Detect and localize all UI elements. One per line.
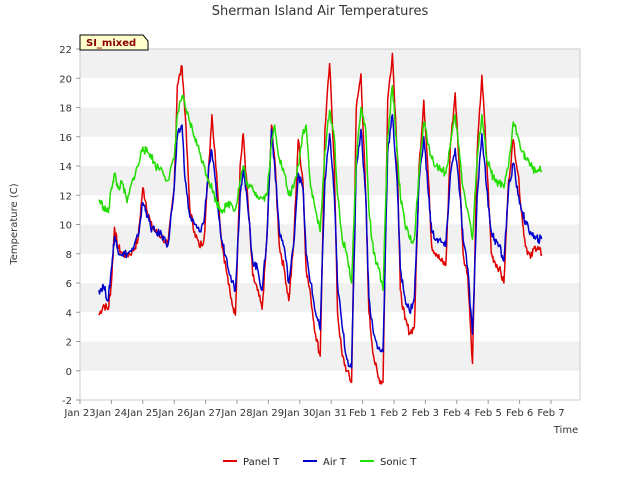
x-tick-label: Feb 3	[412, 408, 439, 419]
x-tick-label: Feb 4	[443, 408, 470, 419]
x-tick-label: Jan 30	[283, 408, 315, 419]
chart-title: Sherman Island Air Temperatures	[212, 4, 429, 19]
y-tick-label: 4	[66, 308, 72, 319]
y-axis-label: Temperature (C)	[9, 183, 20, 265]
y-tick-label: 22	[59, 45, 72, 56]
series-lines	[98, 52, 543, 385]
series-line-sonic-t	[98, 84, 543, 292]
y-tick-label: 12	[59, 191, 72, 202]
legend-entry: Panel T	[243, 457, 280, 468]
site-badge: SI_mixed	[79, 34, 149, 51]
x-tick-label: Jan 27	[189, 408, 221, 419]
y-tick-label: 8	[66, 250, 72, 261]
legend-entry: Air T	[323, 457, 347, 468]
y-tick-label: 20	[59, 74, 72, 85]
grid-band	[80, 283, 580, 313]
legend-entry: Sonic T	[380, 457, 417, 468]
y-tick-label: 14	[59, 162, 72, 173]
y-tick-label: 6	[66, 279, 72, 290]
site-badge-label: SI_mixed	[86, 38, 136, 49]
x-axis-label: Time	[553, 425, 578, 436]
x-tick-label: Jan 31	[315, 408, 347, 419]
legend: Panel T Air T Sonic T	[223, 457, 417, 468]
x-tick-label: Feb 2	[380, 408, 407, 419]
y-axis-ticks: -2 0 2 4 6 8 10 12 14 16 18 20 22	[59, 45, 80, 407]
y-tick-label: -2	[62, 396, 72, 407]
x-tick-label: Feb 6	[506, 408, 533, 419]
grid-band	[80, 341, 580, 371]
grid-bands	[80, 49, 580, 371]
x-tick-label: Jan 25	[126, 408, 158, 419]
x-tick-label: Jan 29	[252, 408, 284, 419]
y-tick-label: 16	[59, 133, 72, 144]
x-tick-label: Jan 23	[63, 408, 95, 419]
series-line-air-t	[98, 114, 543, 369]
y-tick-label: 10	[59, 221, 72, 232]
x-tick-label: Jan 28	[220, 408, 252, 419]
y-tick-label: 2	[66, 338, 72, 349]
y-tick-label: 18	[59, 104, 72, 115]
x-tick-label: Jan 26	[158, 408, 190, 419]
x-axis-ticks: Jan 23 Jan 24 Jan 25 Jan 26 Jan 27 Jan 28 Jan …	[63, 400, 565, 419]
x-tick-label: Feb 1	[349, 408, 376, 419]
x-tick-label: Jan 24	[95, 408, 127, 419]
x-tick-label: Feb 5	[475, 408, 502, 419]
y-tick-label: 0	[66, 367, 72, 378]
x-tick-label: Feb 7	[537, 408, 564, 419]
